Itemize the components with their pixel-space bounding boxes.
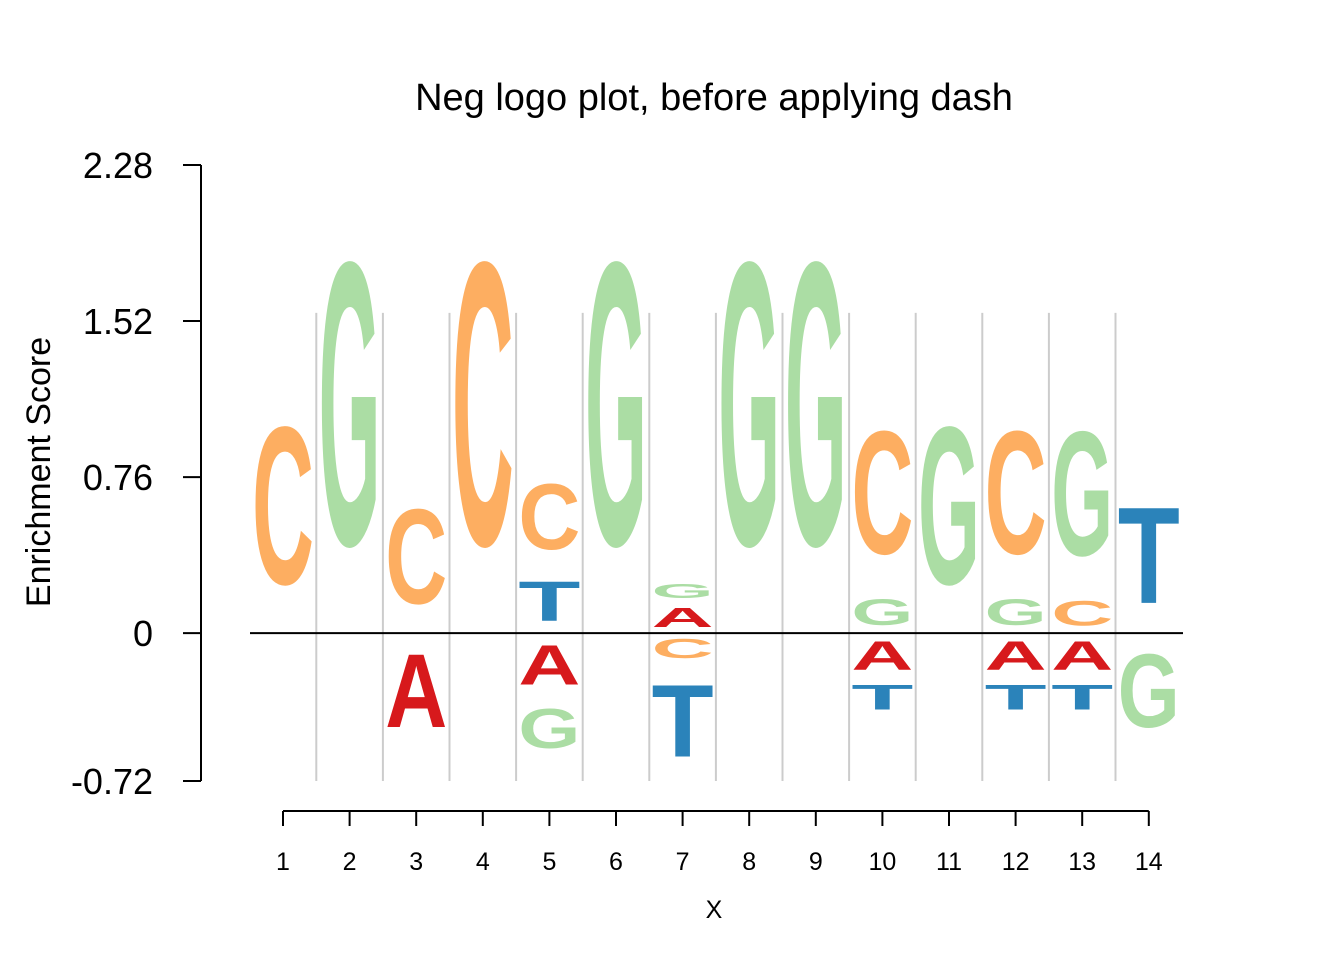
x-tick-label: 10 [868, 848, 896, 876]
logo-letter-glyph: G [918, 380, 980, 632]
logo-letter-glyph: G [319, 178, 381, 630]
logo-letter-t: T [851, 678, 913, 717]
logo-letter-c: C [652, 633, 714, 664]
logo-letter-c: C [252, 381, 314, 632]
logo-letter-glyph: G [652, 580, 714, 603]
x-tick-label: 11 [936, 848, 962, 876]
logo-letter-glyph: T [1051, 678, 1113, 717]
logo-letter-glyph: T [1118, 479, 1180, 633]
logo-letter-glyph: A [851, 633, 913, 678]
logo-letter-g: G [518, 696, 580, 760]
logo-letter-glyph: G [851, 593, 913, 634]
x-tick-label: 5 [542, 848, 556, 876]
logo-letter-glyph: A [985, 633, 1047, 678]
logo-letter-t: T [1051, 678, 1113, 717]
logo-letter-t: T [1118, 479, 1180, 633]
logo-letter-glyph: C [985, 396, 1047, 592]
logo-letter-g: G [785, 178, 847, 630]
y-tick-label: 1.52 [83, 301, 153, 342]
logo-letter-a: A [985, 633, 1047, 678]
logo-letter-c: C [452, 179, 514, 631]
logo-letter-glyph: T [652, 664, 714, 779]
logo-letter-glyph: A [652, 602, 714, 633]
x-tick-label: 2 [343, 848, 357, 876]
logo-letter-glyph: T [985, 678, 1047, 717]
x-tick-label: 1 [276, 848, 290, 876]
x-tick-label: 7 [676, 848, 690, 876]
logo-letter-a: A [1051, 633, 1113, 678]
y-axis: 2.28 1.52 0.76 0 -0.72 [71, 145, 202, 802]
logo-letter-glyph: G [718, 178, 780, 630]
logo-letter-g: G [1051, 395, 1113, 594]
logo-letter-c: C [851, 396, 913, 592]
x-tick-label: 3 [409, 848, 423, 876]
y-tick-label: -0.72 [71, 761, 153, 802]
logo-letter-glyph: T [518, 570, 580, 633]
x-tick-label: 4 [476, 848, 490, 876]
logo-letter-glyph: A [518, 634, 580, 697]
logo-letter-glyph: G [518, 696, 580, 760]
logo-letter-glyph: G [1051, 395, 1113, 594]
logo-letter-t: T [652, 664, 714, 779]
logo-letter-a: A [518, 634, 580, 697]
x-tick-label: 14 [1135, 848, 1163, 876]
y-tick-label: 0.76 [83, 457, 153, 498]
chart-title: Neg logo plot, before applying dash [415, 77, 1013, 119]
logo-letter-glyph: C [252, 381, 314, 632]
y-tick-label: 0 [133, 613, 153, 654]
logo-letter-glyph: C [851, 396, 913, 592]
y-tick-label: 2.28 [83, 145, 153, 186]
logo-letter-glyph: C [452, 179, 514, 631]
logo-letter-g: G [718, 178, 780, 630]
x-axis-label: X [706, 896, 723, 924]
logo-letter-a: A [385, 633, 447, 750]
logo-letter-t: T [518, 570, 580, 633]
logo-letter-c: C [385, 481, 447, 633]
logo-letter-g: G [918, 380, 980, 632]
logo-letter-g: G [985, 593, 1047, 634]
logo-letter-g: G [851, 593, 913, 634]
x-tick-label: 9 [809, 848, 823, 876]
y-axis-label: Enrichment Score [20, 337, 58, 607]
logo-letter-c: C [985, 396, 1047, 592]
x-tick-label: 13 [1068, 848, 1096, 876]
logo-letter-g: G [652, 580, 714, 603]
logo-letter-a: A [652, 602, 714, 633]
x-tick-label: 12 [1002, 848, 1030, 876]
logo-letter-glyph: C [1051, 594, 1113, 633]
logo-letter-g: G [585, 178, 647, 630]
logo-letter-glyph: T [851, 678, 913, 717]
logo-letter-g: G [319, 178, 381, 630]
logo-letter-glyph: C [652, 633, 714, 664]
logo-letter-glyph: A [385, 633, 447, 750]
gridlines [315, 312, 1117, 781]
x-tick-label: 8 [742, 848, 756, 876]
logo-letter-t: T [985, 678, 1047, 717]
logo-letter-c: C [1051, 594, 1113, 633]
logo-letter-glyph: A [1051, 633, 1113, 678]
logo-letter-glyph: G [785, 178, 847, 630]
logo-letter-glyph: C [518, 466, 580, 570]
logo-letter-glyph: C [385, 481, 447, 633]
logo-letter-glyph: G [985, 593, 1047, 634]
logo-letter-c: C [518, 466, 580, 570]
logo-letter-g: G [1118, 633, 1180, 750]
x-tick-label: 6 [609, 848, 623, 876]
logo-letter-glyph: G [585, 178, 647, 630]
logo-letter-glyph: G [1118, 633, 1180, 750]
logo-letter-a: A [851, 633, 913, 678]
x-axis: 1 2 3 4 5 6 7 8 9 10 11 12 13 14 [276, 810, 1163, 876]
